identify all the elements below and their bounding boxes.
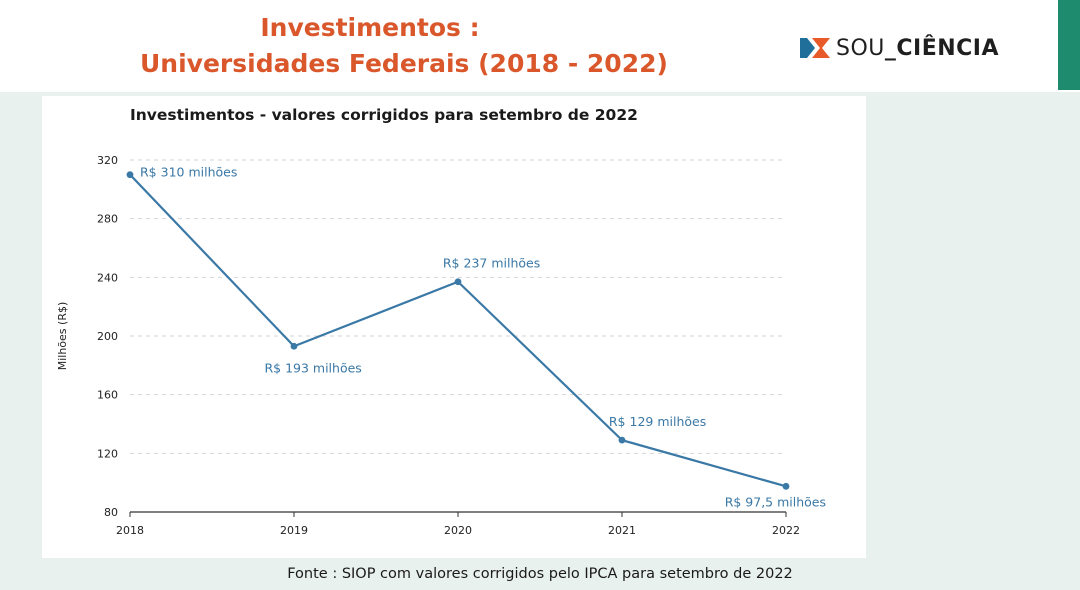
data-label-2020: R$ 237 milhões [443, 256, 540, 271]
y-tick-label-160: 160 [97, 389, 118, 402]
x-tick-label-2022: 2022 [772, 524, 800, 537]
data-point-2020 [454, 278, 462, 286]
x-tick-label-2019: 2019 [280, 524, 308, 537]
data-point-2022 [782, 482, 790, 490]
slide-title: Investimentos : Universidades Federais (… [140, 10, 668, 82]
x-tick-label-2018: 2018 [116, 524, 144, 537]
data-label-2022: R$ 97,5 milhões [725, 494, 826, 509]
y-tick-label-280: 280 [97, 213, 118, 226]
data-point-2018 [126, 171, 134, 179]
series-line [129, 173, 787, 488]
y-tick-label-120: 120 [97, 447, 118, 460]
logo-text-bold: _CIÊNCIA [884, 35, 1000, 61]
chart-card: Investimentos - valores corrigidos para … [42, 96, 866, 558]
x-tick-label-2020: 2020 [444, 524, 472, 537]
y-tick-label-320: 320 [97, 154, 118, 167]
data-label-2019: R$ 193 milhões [264, 360, 361, 375]
slide-title-line-2: Universidades Federais (2018 - 2022) [140, 49, 668, 78]
data-point-2019 [290, 342, 298, 350]
line-chart: 80 120 160 200 240 280 320 2018 2019 2020 2021 2022… [56, 154, 826, 537]
x-tick-label-2021: 2021 [608, 524, 636, 537]
series [126, 171, 790, 490]
data-labels: R$ 310 milhões R$ 193 milhões R$ 237 milhõ… [140, 165, 826, 510]
sou-ciencia-logo-icon [800, 38, 830, 58]
y-tick-label-200: 200 [97, 330, 118, 343]
slide-header [0, 0, 1080, 92]
chart-title: Investimentos - valores corrigidos para … [130, 106, 638, 124]
y-tick-label-80: 80 [104, 506, 118, 519]
axes: 80 120 160 200 240 280 320 2018 2019 2020 2021 2022 [97, 154, 800, 537]
data-point-2021 [618, 436, 626, 444]
source-note: Fonte : SIOP com valores corrigidos pelo… [287, 566, 793, 582]
side-accent-bar [1058, 0, 1080, 90]
slide-title-line-1: Investimentos : [260, 13, 480, 42]
logo-text-light: SOU [836, 35, 885, 61]
logo-text: SOU_CIÊNCIA [836, 36, 999, 61]
y-axis-title: Milhões (R$) [56, 302, 69, 371]
y-tick-label-240: 240 [97, 271, 118, 284]
gridlines [130, 159, 786, 454]
data-label-2021: R$ 129 milhões [609, 414, 706, 429]
data-label-2018: R$ 310 milhões [140, 165, 237, 180]
sou-ciencia-logo: SOU_CIÊNCIA [800, 30, 999, 66]
